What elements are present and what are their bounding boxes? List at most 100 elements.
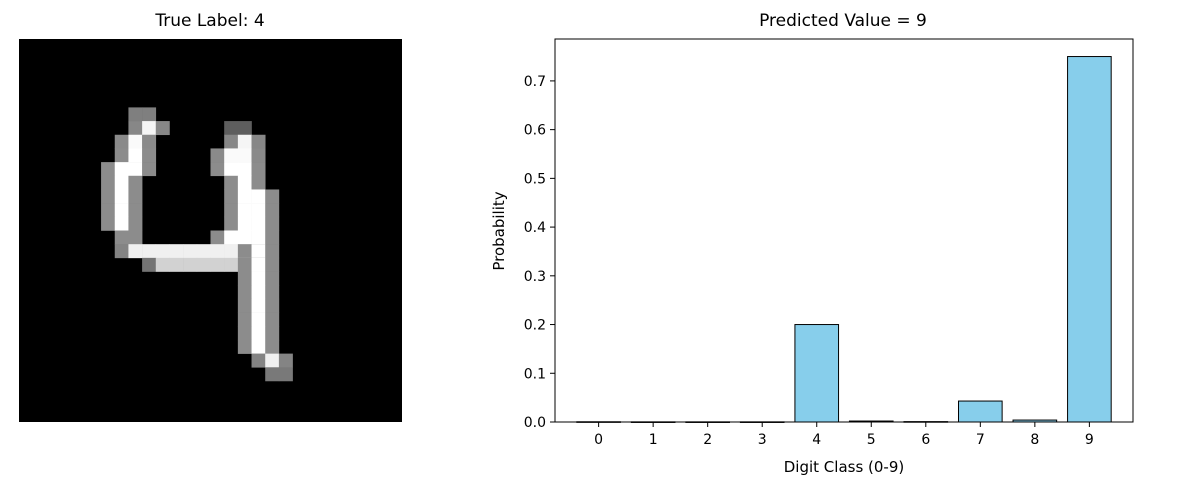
digit-pixel [114,134,129,149]
digit-image-panel: True Label: 4 [19,11,402,422]
digit-pixel [114,162,129,177]
digit-pixel [237,189,252,204]
x-tick-label: 4 [812,432,821,448]
digit-pixel [142,134,157,149]
digit-pixel [224,134,239,149]
digit-pixel [265,271,280,286]
digit-pixel [251,339,266,354]
digit-pixel [128,230,143,245]
digit-pixel [251,230,266,245]
digit-pixel [251,162,266,177]
y-tick-label: 0.1 [524,366,546,382]
y-tick-label: 0.0 [524,415,546,431]
digit-pixel [155,121,170,136]
digit-pixel [251,326,266,341]
digit-pixel [265,326,280,341]
digit-pixel [278,353,293,368]
x-axis-label: Digit Class (0-9) [784,458,905,476]
digit-pixel [237,271,252,286]
digit-pixel [114,216,129,231]
digit-pixel [210,230,225,245]
digit-pixel [196,257,211,272]
digit-pixel [101,189,116,204]
y-tick-label: 0.4 [524,220,546,236]
digit-pixel [224,244,239,259]
digit-pixel [142,107,157,122]
digit-pixel [265,203,280,218]
digit-pixel [251,298,266,313]
digit-pixel [210,162,225,177]
digit-pixel [237,216,252,231]
x-axis-ticks: 0 1 2 3 4 5 6 7 8 9 [594,422,1094,448]
digit-pixel [101,203,116,218]
digit-pixel [237,203,252,218]
bar-4 [794,324,840,423]
probability-chart: Predicted Value = 9 0.00.10.20.30.40.50.… [490,11,1134,476]
x-tick-label: 3 [758,432,767,448]
digit-pixel [128,216,143,231]
digit-pixel [265,189,280,204]
bar-7 [958,400,1003,423]
digit-pixel [224,148,239,163]
digit-pixel [278,367,293,382]
digit-pixel [224,257,239,272]
digit-pixel [251,175,266,190]
digit-pixel [114,175,129,190]
digit-pixel [183,244,198,259]
digit-pixel [251,203,266,218]
digit-pixel [128,175,143,190]
y-tick-label: 0.5 [524,171,546,187]
digit-pixel [237,326,252,341]
y-tick-label: 0.6 [524,123,546,139]
digit-pixel [128,121,143,136]
digit-pixel [224,175,239,190]
digit-pixel [237,339,252,354]
digit-pixel [114,203,129,218]
digit-pixel [101,175,116,190]
digit-pixel [169,244,184,259]
digit-pixel [128,189,143,204]
digit-pixel [237,134,252,149]
digit-pixel [237,175,252,190]
digit-pixel [224,189,239,204]
x-tick-label: 5 [867,432,876,448]
digit-pixel [210,244,225,259]
x-tick-label: 6 [921,432,930,448]
bars [576,56,1112,423]
digit-pixel [265,367,280,382]
digit-image-pixels [101,107,293,382]
y-axis-ticks: 0.0 0.1 0.2 0.3 0.4 0.5 0.6 0.7 [524,74,555,431]
digit-pixel [237,121,252,136]
digit-pixel [155,244,170,259]
digit-pixel [265,312,280,327]
digit-pixel [251,312,266,327]
digit-pixel [237,230,252,245]
digit-pixel [251,216,266,231]
digit-pixel [224,230,239,245]
digit-pixel [210,148,225,163]
digit-pixel [155,257,170,272]
digit-pixel [128,203,143,218]
x-tick-label: 9 [1085,432,1094,448]
digit-pixel [114,230,129,245]
digit-pixel [265,285,280,300]
digit-pixel [237,162,252,177]
digit-pixel [142,148,157,163]
digit-pixel [237,244,252,259]
digit-pixel [265,216,280,231]
digit-pixel [142,121,157,136]
digit-pixel [114,244,129,259]
bar-9 [1067,56,1112,423]
y-axis-label: Probability [490,191,508,270]
digit-pixel [251,189,266,204]
digit-pixel [183,257,198,272]
digit-pixel [237,285,252,300]
digit-pixel [265,244,280,259]
digit-pixel [224,203,239,218]
x-tick-label: 2 [703,432,712,448]
digit-pixel [251,353,266,368]
digit-pixel [128,107,143,122]
digit-pixel [128,134,143,149]
chart-title: Predicted Value = 9 [759,11,927,31]
